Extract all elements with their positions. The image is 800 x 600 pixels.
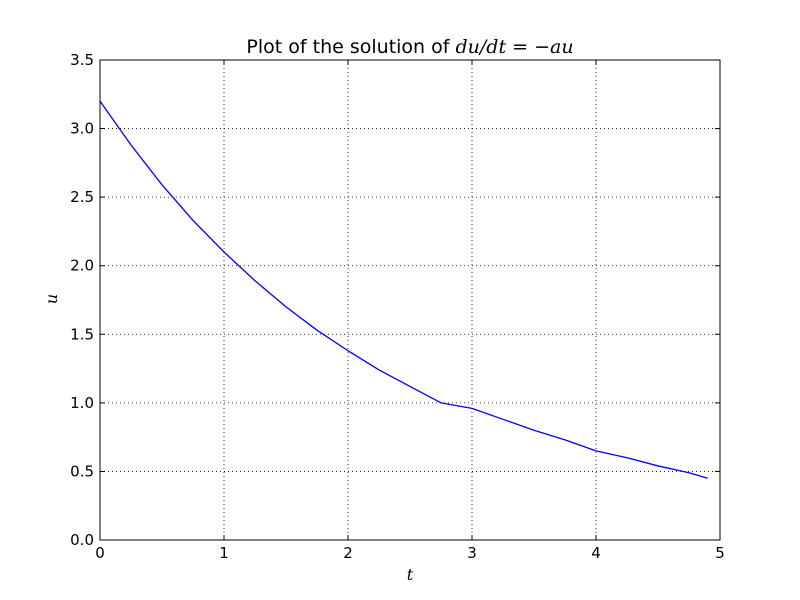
y-tick-label: 1.5 (70, 325, 94, 343)
series-layer (99, 100, 708, 479)
x-tick-label: 1 (219, 544, 229, 562)
grid (99, 59, 721, 541)
y-axis-label: u (42, 294, 61, 304)
x-tick-label: 0 (95, 544, 105, 562)
tick-labels: 0 1 2 3 4 5 0.0 0.5 1.0 1.5 2.0 2.5 3.0 3.5 (70, 51, 725, 562)
y-tick-label: 0.5 (70, 462, 94, 480)
y-tick-label: 2.5 (70, 188, 94, 206)
y-tick-label: 2.0 (70, 257, 94, 275)
y-tick-label: 0.0 (70, 531, 94, 549)
ticks (99, 59, 721, 541)
y-tick-label: 3.0 (70, 120, 94, 138)
x-axis-label: t (407, 565, 414, 584)
x-tick-label: 3 (467, 544, 477, 562)
x-tick-label: 2 (343, 544, 353, 562)
plot-frame (99, 59, 721, 541)
y-tick-label: 1.0 (70, 394, 94, 412)
chart-title: Plot of the solution of du/dt = −au (246, 36, 573, 58)
chart-title-text: Plot of the solution of (246, 36, 455, 58)
x-tick-label: 4 (591, 544, 601, 562)
x-tick-label: 5 (715, 544, 725, 562)
y-tick-label: 3.5 (70, 51, 94, 69)
series-line-0 (99, 100, 708, 479)
chart-title-equation: du/dt = −au (455, 36, 573, 58)
